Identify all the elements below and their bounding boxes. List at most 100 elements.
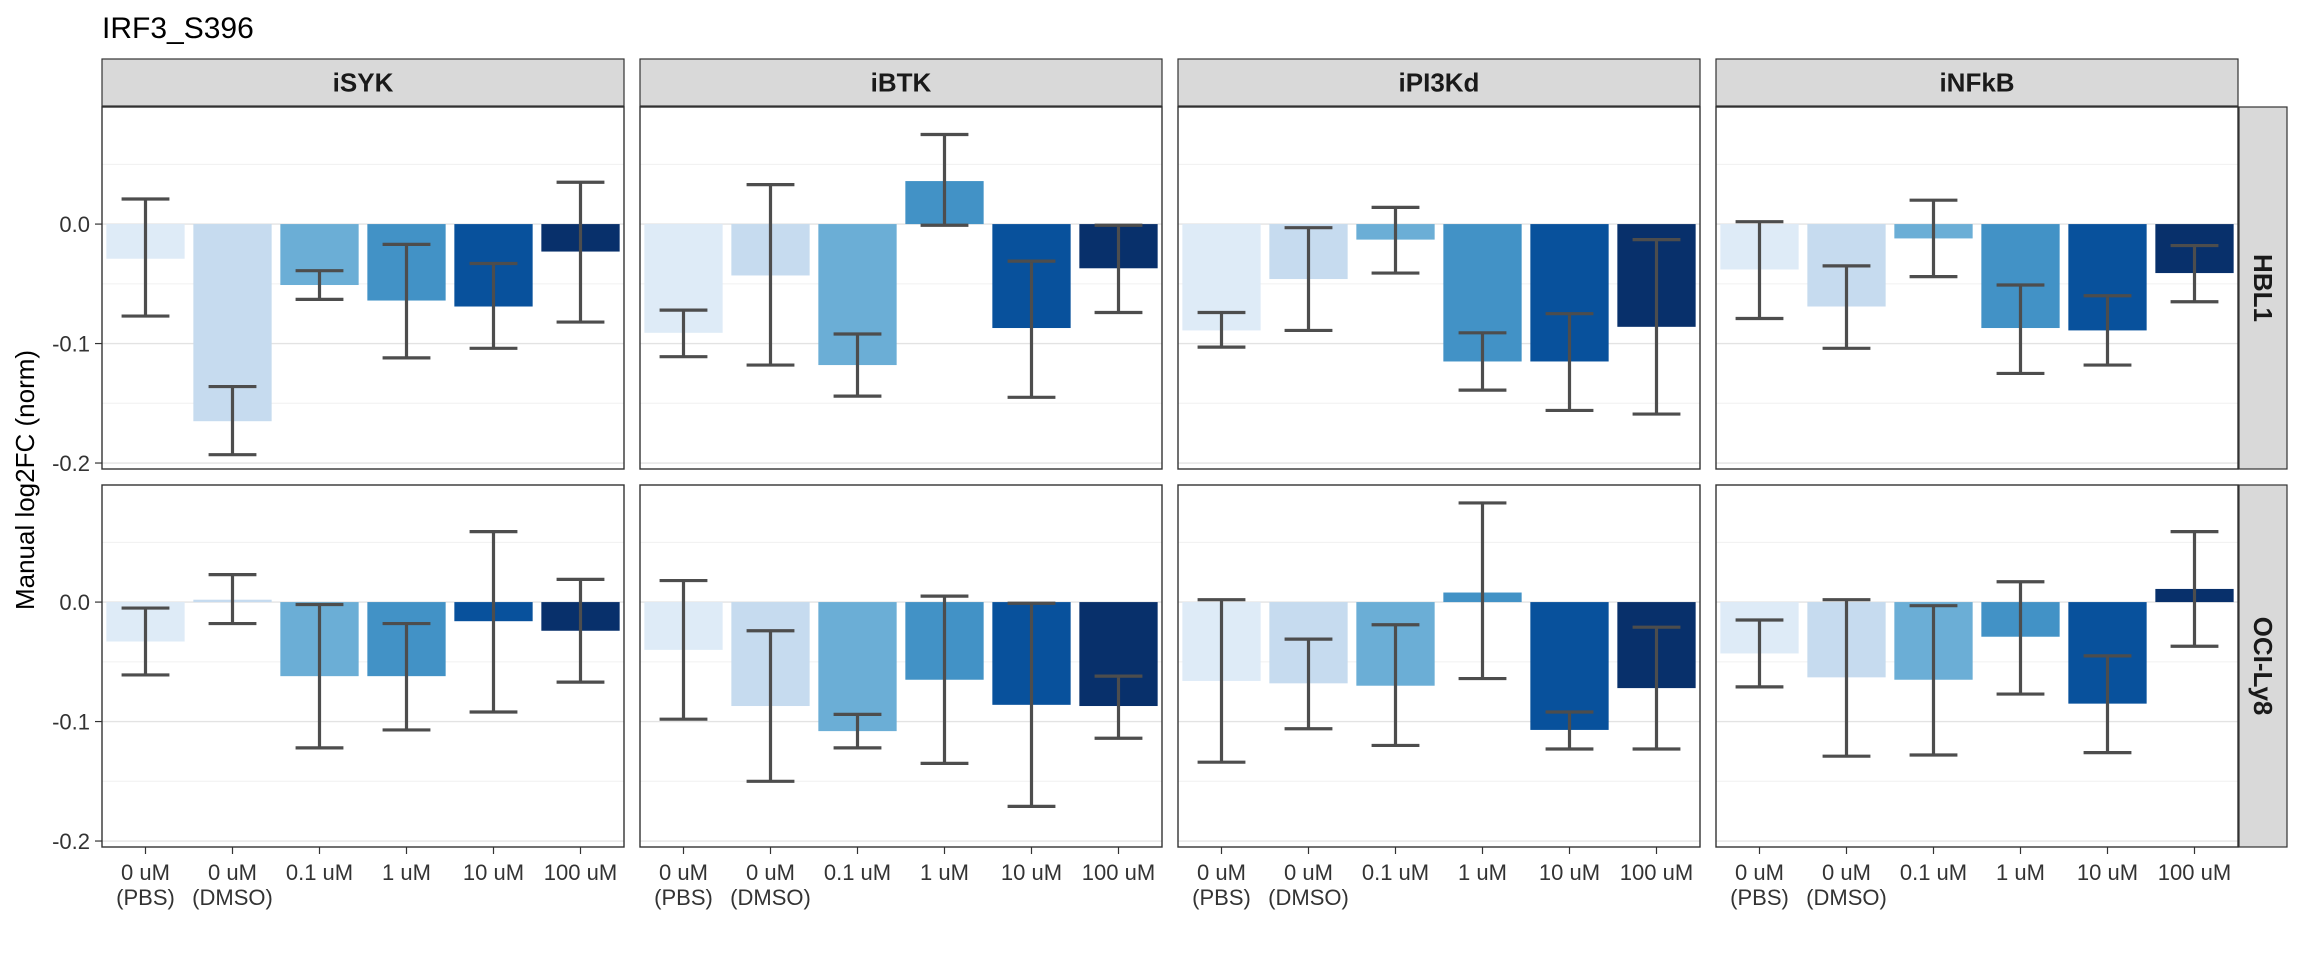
x-tick-label: 10 uM xyxy=(1001,860,1062,885)
panel-border xyxy=(101,484,625,848)
error-bar xyxy=(2170,243,2219,304)
x-tick-label: 1 uM xyxy=(920,860,969,885)
x-axis-ibtk: 0 uM(PBS)0 uM(DMSO)0.1 uM 1 uM 10 uM 100 uM xyxy=(654,847,1155,910)
error-bar xyxy=(1371,623,1420,748)
x-tick-label: 0.1 uM xyxy=(1362,860,1429,885)
panel-background xyxy=(1178,107,1700,469)
panel-border xyxy=(639,106,1163,470)
error-bar xyxy=(833,332,882,398)
x-tick-label: 100 uM xyxy=(2158,860,2231,885)
bar xyxy=(818,602,897,732)
x-tick-label: (PBS) xyxy=(116,885,175,910)
panel-border xyxy=(101,106,625,470)
y-axis-oci-ly8: -0.2 -0.1 0.0 xyxy=(52,590,102,854)
error-bar xyxy=(1284,637,1333,731)
error-bar xyxy=(121,197,170,318)
strip-background xyxy=(101,58,625,107)
y-tick-label: 0.0 xyxy=(59,212,90,237)
error-bar xyxy=(208,384,257,457)
x-axis-ipi3kd: 0 uM(PBS)0 uM(DMSO)0.1 uM 1 uM 10 uM 100 uM xyxy=(1192,847,1693,910)
x-tick-label: 1 uM xyxy=(1996,860,2045,885)
panel-oci-ly8-ibtk xyxy=(639,484,1163,848)
error-bar xyxy=(920,594,969,765)
panel-border xyxy=(1177,484,1701,848)
x-tick-label: 0 uM xyxy=(1735,860,1784,885)
error-bar xyxy=(1822,264,1871,350)
x-tick-label: 10 uM xyxy=(1539,860,1600,885)
panel-background xyxy=(640,485,1162,847)
panel-oci-ly8-infkb xyxy=(1715,484,2239,848)
row-strip-label: HBL1 xyxy=(2248,254,2278,322)
strip-label: iPI3Kd xyxy=(1399,68,1480,98)
y-tick-label: -0.1 xyxy=(52,332,90,357)
x-tick-label: 100 uM xyxy=(1620,860,1693,885)
panel-border xyxy=(1715,484,2239,848)
error-bar xyxy=(295,602,344,750)
error-bar xyxy=(746,183,795,367)
error-bar xyxy=(208,573,257,626)
error-bar xyxy=(746,629,795,783)
x-tick-label: 0 uM xyxy=(746,860,795,885)
error-bar xyxy=(121,606,170,677)
error-bar xyxy=(382,621,431,732)
x-tick-label: 10 uM xyxy=(2077,860,2138,885)
error-bar xyxy=(659,308,708,359)
panel-background xyxy=(102,107,624,469)
error-bar xyxy=(1197,310,1246,349)
error-bar xyxy=(1094,223,1143,315)
error-bar xyxy=(1007,259,1056,399)
x-tick-label: 0 uM xyxy=(659,860,708,885)
x-tick-label: (DMSO) xyxy=(1268,885,1349,910)
panel-border xyxy=(639,484,1163,848)
error-bar xyxy=(1007,601,1056,808)
x-tick-label: (DMSO) xyxy=(730,885,811,910)
error-bar xyxy=(469,529,518,714)
x-tick-label: (DMSO) xyxy=(1806,885,1887,910)
error-bar xyxy=(1909,604,1958,757)
panel-hbl1-isyk xyxy=(101,106,625,470)
y-tick-label: -0.2 xyxy=(52,829,90,854)
x-axis-infkb: 0 uM(PBS)0 uM(DMSO)0.1 uM 1 uM 10 uM 100 uM xyxy=(1730,847,2231,910)
error-bar xyxy=(1545,312,1594,413)
x-tick-label: 100 uM xyxy=(1082,860,1155,885)
error-bar xyxy=(1996,283,2045,376)
error-bar xyxy=(1822,598,1871,758)
x-tick-label: 0 uM xyxy=(121,860,170,885)
error-bar xyxy=(1458,331,1507,392)
x-tick-label: 10 uM xyxy=(463,860,524,885)
x-tick-label: (DMSO) xyxy=(192,885,273,910)
x-tick-label: 0 uM xyxy=(1822,860,1871,885)
x-tick-label: 0.1 uM xyxy=(1900,860,1967,885)
panel-background xyxy=(1716,485,2238,847)
error-bar xyxy=(1632,625,1681,751)
x-tick-label: 1 uM xyxy=(382,860,431,885)
error-bar xyxy=(659,578,708,721)
error-bar xyxy=(920,132,969,227)
y-axis-hbl1: -0.2 -0.1 0.0 xyxy=(52,212,102,476)
x-tick-label: 100 uM xyxy=(544,860,617,885)
error-bar xyxy=(469,261,518,350)
panel-background xyxy=(102,485,624,847)
chart-title: IRF3_S396 xyxy=(102,12,254,45)
y-tick-label: 0.0 xyxy=(59,590,90,615)
error-bar xyxy=(1632,238,1681,416)
error-bar xyxy=(1197,598,1246,764)
y-tick-label: -0.2 xyxy=(52,451,90,476)
strip-infkb: iNFkB xyxy=(1715,58,2239,107)
x-axis-isyk: 0 uM(PBS)0 uM(DMSO)0.1 uM 1 uM 10 uM 100 uM xyxy=(116,847,617,910)
y-tick-label: -0.1 xyxy=(52,710,90,735)
panel-hbl1-ipi3kd xyxy=(1177,106,1701,470)
error-bar xyxy=(1735,220,1784,321)
panel-background xyxy=(1716,107,2238,469)
x-tick-label: 0 uM xyxy=(208,860,257,885)
facet-panels: iSYK iBTK iPI3Kd iNFkB HBL1 OCI-Ly8 -0.2 -0.1 0.… xyxy=(52,58,2288,910)
error-bar xyxy=(2170,529,2219,648)
strip-background xyxy=(1715,58,2239,107)
x-tick-label: 0.1 uM xyxy=(286,860,353,885)
strip-ibtk: iBTK xyxy=(639,58,1163,107)
strip-label: iSYK xyxy=(333,68,394,98)
panel-background xyxy=(640,107,1162,469)
x-tick-label: (PBS) xyxy=(1192,885,1251,910)
error-bar xyxy=(295,269,344,301)
